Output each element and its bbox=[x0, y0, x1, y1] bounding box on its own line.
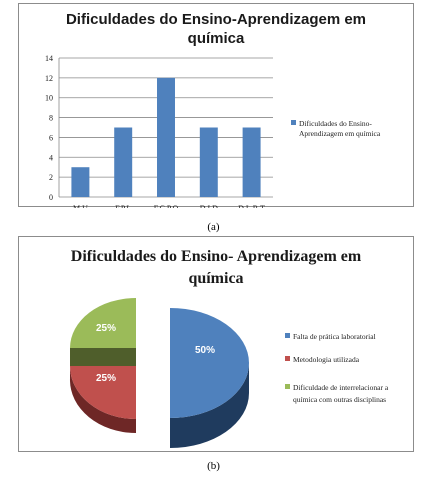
legend-swatch bbox=[285, 384, 290, 389]
y-tick-label: 4 bbox=[49, 153, 53, 162]
pie-data-label: 50% bbox=[195, 345, 215, 356]
x-tick-label: F.C.P.Q bbox=[154, 204, 179, 208]
pie-slice-side bbox=[170, 363, 249, 448]
pie-slice-side bbox=[69, 366, 136, 433]
y-tick-label: 8 bbox=[49, 114, 53, 123]
x-tick-label: M.U bbox=[73, 204, 88, 208]
x-tick-label: F.P.L bbox=[115, 204, 131, 208]
caption-a: (a) bbox=[207, 221, 220, 233]
pie-slice-side bbox=[70, 348, 136, 366]
legend-label: Falta de prática laboratorial bbox=[293, 332, 376, 341]
legend-label: Dificuldade de interrelacionar a bbox=[293, 383, 389, 392]
bar-chart-svg: 0 2 4 6 8 10 12 14 M.U F.P.L F.C.P.Q D.I.D D.L.R.T Di… bbox=[45, 54, 381, 208]
y-tick-label: 2 bbox=[49, 173, 53, 182]
legend-label: Dificuldades do Ensino- bbox=[299, 119, 372, 128]
y-tick-label: 0 bbox=[49, 193, 53, 202]
pie-slice bbox=[70, 298, 136, 348]
bar bbox=[71, 167, 90, 197]
bar bbox=[114, 127, 133, 197]
legend-swatch bbox=[285, 333, 290, 338]
pie-chart-panel: Dificuldades do Ensino- Aprendizagem em … bbox=[18, 236, 414, 452]
bar bbox=[157, 77, 175, 197]
pie-slice bbox=[70, 366, 136, 419]
caption-b: (b) bbox=[207, 460, 220, 472]
legend-swatch bbox=[291, 120, 296, 125]
y-tick-label: 6 bbox=[49, 133, 53, 142]
legend-label: química com outras disciplinas bbox=[293, 395, 386, 404]
bar bbox=[242, 127, 261, 197]
legend-swatch bbox=[285, 356, 290, 361]
bar-chart-title: Dificuldades do Ensino-Aprendizagem em q… bbox=[65, 11, 367, 47]
bar bbox=[199, 127, 218, 197]
legend-label: Aprendizagem em química bbox=[299, 129, 381, 138]
x-tick-label: D.I.D bbox=[200, 204, 218, 208]
pie-slice bbox=[170, 308, 249, 418]
y-tick-label: 14 bbox=[45, 54, 53, 63]
pie-chart-title: Dificuldades do Ensino- Aprendizagem em … bbox=[70, 248, 362, 287]
pie-data-label: 25% bbox=[96, 373, 116, 384]
y-tick-label: 10 bbox=[45, 94, 53, 103]
pie-chart-svg: 50% 25% 25% Falta de prática laboratorial Me… bbox=[69, 298, 389, 448]
bar-chart-panel: Dificuldades do Ensino-Aprendizagem em q… bbox=[18, 3, 414, 208]
x-tick-label: D.L.R.T bbox=[238, 204, 265, 208]
y-tick-label: 12 bbox=[45, 74, 53, 83]
legend-label: Metodologia utilizada bbox=[293, 355, 360, 364]
pie-data-label: 25% bbox=[96, 323, 116, 334]
